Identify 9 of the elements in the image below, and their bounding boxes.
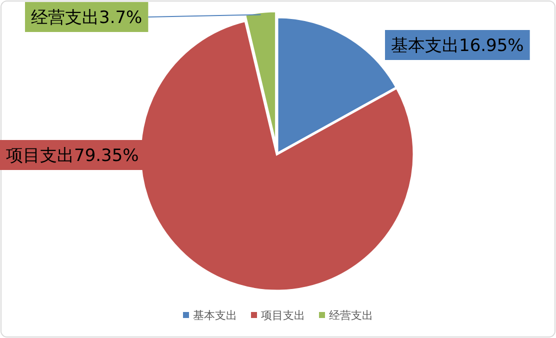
- legend-label: 基本支出: [193, 309, 237, 322]
- slice-label: 项目支出: [6, 146, 74, 166]
- data-label: 3.7%: [99, 8, 142, 28]
- legend-label: 经营支出: [329, 309, 373, 322]
- legend-label: 项目支出: [261, 309, 305, 322]
- data-label: 16.95%: [459, 36, 524, 56]
- slice-label: 经营支出: [31, 8, 99, 28]
- data-label: 79.35%: [74, 146, 139, 166]
- slice-label: 基本支出: [391, 36, 459, 56]
